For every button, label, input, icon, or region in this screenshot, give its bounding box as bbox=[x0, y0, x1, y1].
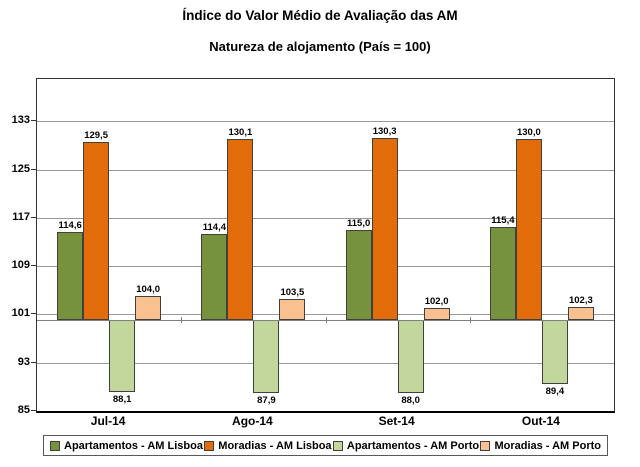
bar-value-label: 130,0 bbox=[516, 127, 541, 139]
gridline bbox=[37, 121, 614, 123]
bar-value-label: 104,0 bbox=[136, 284, 161, 296]
y-axis: 85 93 101 109 117 125 133 bbox=[0, 78, 30, 416]
bar-value-label: 103,5 bbox=[280, 287, 305, 299]
bar bbox=[541, 320, 568, 385]
y-tick-label: 85 bbox=[17, 404, 30, 416]
legend-item-label: Moradias - AM Porto bbox=[494, 439, 601, 452]
bar bbox=[345, 229, 372, 321]
legend-item: Moradias - AM Lisboa bbox=[204, 439, 332, 452]
legend-item: Apartamentos - AM Porto bbox=[332, 439, 480, 452]
y-tick-mark bbox=[31, 410, 36, 411]
y-tick-mark bbox=[31, 120, 36, 122]
gridline bbox=[37, 266, 614, 268]
bar bbox=[567, 306, 594, 321]
chart-title: Índice do Valor Médio de Avaliação das A… bbox=[182, 8, 458, 23]
x-category-label: Out-14 bbox=[521, 414, 560, 428]
legend-item: Apartamentos - AM Lisboa bbox=[50, 440, 203, 452]
y-tick-mark bbox=[31, 168, 36, 170]
category-axis-tick bbox=[325, 317, 327, 324]
gridline bbox=[37, 217, 614, 219]
bar-value-label: 114,4 bbox=[202, 221, 226, 233]
y-tick-label: 133 bbox=[11, 114, 30, 127]
y-tick-mark bbox=[31, 216, 36, 218]
bar-value-label: 129,5 bbox=[84, 130, 109, 142]
bar bbox=[201, 233, 228, 321]
y-tick-label: 117 bbox=[12, 210, 30, 223]
bar bbox=[57, 232, 84, 321]
y-tick-mark bbox=[31, 313, 36, 315]
plot-area: 114,6 129,5 88,1 104,0 114,4 130,1 87,9 103,5 11… bbox=[36, 78, 615, 413]
bar-value-label: 88,1 bbox=[112, 394, 132, 406]
bar-value-label: 114,6 bbox=[58, 220, 82, 232]
bar bbox=[253, 320, 280, 394]
chart-subtitle: Natureza de alojamento (País = 100) bbox=[209, 39, 431, 54]
x-category-label: Ago-14 bbox=[232, 414, 273, 428]
y-tick-label: 101 bbox=[11, 307, 30, 320]
y-tick-label: 93 bbox=[17, 355, 30, 368]
bar-value-label: 88,0 bbox=[401, 394, 420, 406]
legend-swatch-icon bbox=[480, 440, 491, 451]
bar bbox=[135, 296, 162, 321]
legend-item: Moradias - AM Porto bbox=[480, 440, 601, 452]
x-category-label: Set-14 bbox=[378, 414, 415, 428]
bar bbox=[227, 138, 254, 321]
category-axis-tick bbox=[469, 317, 471, 324]
bar-value-label: 87,9 bbox=[257, 395, 276, 407]
bar-value-label: 130,3 bbox=[372, 125, 397, 137]
x-category-label: Jul-14 bbox=[90, 414, 126, 428]
bar bbox=[83, 142, 110, 321]
y-tick-label: 109 bbox=[11, 259, 30, 272]
gridline bbox=[37, 362, 614, 364]
category-axis-tick bbox=[181, 317, 183, 324]
legend-item-label: Apartamentos - AM Lisboa bbox=[64, 439, 203, 452]
bar-value-label: 102,3 bbox=[568, 294, 593, 306]
gridline bbox=[37, 314, 614, 316]
bar bbox=[423, 308, 450, 321]
legend-item-label: Moradias - AM Lisboa bbox=[218, 439, 332, 452]
bar-value-label: 102,0 bbox=[424, 296, 449, 308]
bar-value-label: 130,1 bbox=[228, 126, 253, 138]
bar bbox=[397, 320, 424, 393]
bar-value-label: 115,0 bbox=[347, 217, 371, 229]
legend-swatch-icon bbox=[332, 440, 343, 451]
legend-item-label: Apartamentos - AM Porto bbox=[346, 439, 480, 452]
legend-swatch-icon bbox=[50, 440, 60, 451]
x-axis: Jul-14 Ago-14 Set-14 Out-14 bbox=[36, 414, 613, 430]
y-tick-mark bbox=[31, 361, 36, 363]
bar-value-label: 115,4 bbox=[491, 215, 515, 227]
bar bbox=[489, 227, 516, 321]
gridline bbox=[37, 169, 614, 171]
y-tick-mark bbox=[31, 265, 36, 267]
bar-value-label: 89,4 bbox=[545, 386, 565, 398]
bar bbox=[515, 139, 542, 321]
bar bbox=[109, 320, 136, 393]
legend: Apartamentos - AM Lisboa Moradias - AM Li… bbox=[43, 435, 608, 456]
bar bbox=[371, 137, 398, 321]
bar bbox=[279, 299, 306, 321]
legend-swatch-icon bbox=[204, 440, 215, 451]
y-tick-label: 125 bbox=[11, 162, 30, 175]
